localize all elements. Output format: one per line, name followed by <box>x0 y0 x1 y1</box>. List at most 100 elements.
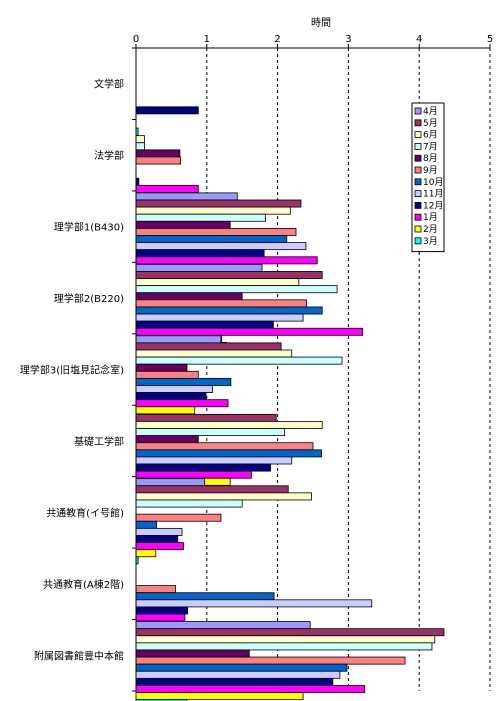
category-label: 附属図書館豊中本館 <box>34 649 124 662</box>
bar <box>135 256 318 265</box>
bar <box>135 485 289 494</box>
legend-swatch <box>414 107 422 115</box>
legend-swatch <box>414 225 422 233</box>
bar <box>135 335 222 344</box>
bar <box>135 149 181 158</box>
x-tick-label: 4 <box>416 34 422 45</box>
legend-label: 6月 <box>423 130 438 141</box>
legend-swatch <box>414 142 422 150</box>
legend-swatch <box>414 237 422 245</box>
bar <box>135 213 266 222</box>
bar <box>135 670 341 679</box>
legend-label: 2月 <box>423 224 438 235</box>
bar <box>135 428 286 437</box>
bar <box>135 263 263 272</box>
category-label: 基礎工学部 <box>74 435 124 448</box>
legend-swatch <box>414 213 422 221</box>
bar <box>135 535 179 543</box>
legend-label: 3月 <box>423 236 438 247</box>
bar <box>135 520 157 529</box>
bar <box>135 227 297 236</box>
legend-swatch <box>414 201 422 209</box>
legend-swatch <box>414 154 422 162</box>
category-label: 共通教育(A棟2階) <box>43 578 124 591</box>
x-tick-label: 3 <box>345 34 351 45</box>
bar <box>135 320 274 329</box>
bar <box>135 692 304 701</box>
bar <box>135 299 308 308</box>
x-tick-label: 5 <box>487 34 493 45</box>
bar <box>135 285 338 294</box>
legend-label: 12月 <box>423 200 443 211</box>
legend-swatch <box>414 166 422 174</box>
category-label: 共通教育(イ号館) <box>46 506 124 519</box>
bar <box>135 135 145 144</box>
legend-swatch <box>414 190 422 198</box>
bar <box>135 592 275 601</box>
bar <box>135 363 188 372</box>
bar <box>135 342 282 351</box>
bar <box>135 463 271 472</box>
bar <box>135 278 300 287</box>
bar <box>135 677 334 686</box>
legend-swatch <box>414 178 422 186</box>
bar <box>135 585 177 594</box>
bar <box>135 699 188 701</box>
bar <box>135 442 314 451</box>
bar <box>135 513 222 522</box>
bar <box>135 349 293 358</box>
bar <box>135 599 373 608</box>
bar <box>135 199 302 208</box>
legend-label: 1月 <box>423 212 438 223</box>
x-tick-labels: 0 1 2 3 4 5 <box>133 34 493 45</box>
bar <box>135 635 436 644</box>
bar <box>135 406 196 415</box>
chart-axis <box>132 44 491 692</box>
bar <box>135 192 238 201</box>
bar <box>135 327 363 336</box>
bar <box>135 663 348 672</box>
bar <box>135 184 199 193</box>
bar <box>135 235 288 243</box>
bar <box>135 292 243 301</box>
x-tick-label: 2 <box>274 34 280 45</box>
bar <box>135 527 183 536</box>
category-label: 理学部3(旧塩見記念室) <box>20 364 124 377</box>
axis-title: 時間 <box>311 17 331 29</box>
legend-label: 4月 <box>423 106 438 117</box>
bar <box>135 649 250 658</box>
bar <box>135 449 322 458</box>
legend-label: 9月 <box>423 165 438 176</box>
bar <box>135 542 184 551</box>
legend-label: 10月 <box>423 177 443 188</box>
legend-label: 7月 <box>423 141 438 152</box>
bar <box>135 206 291 215</box>
chart-bars <box>135 106 445 701</box>
category-label: 文学部 <box>94 78 124 91</box>
x-tick-label: 0 <box>133 34 139 45</box>
bar <box>135 421 323 429</box>
category-label: 法学部 <box>94 149 124 162</box>
bar <box>135 621 311 630</box>
bar <box>135 456 293 465</box>
legend-swatch <box>414 119 422 127</box>
bar <box>135 370 199 379</box>
bar <box>135 249 265 258</box>
bar <box>135 492 312 501</box>
category-label: 理学部1(B430) <box>54 221 124 234</box>
legend-label: 5月 <box>423 118 438 129</box>
chart-grid <box>206 48 491 691</box>
bar <box>135 242 307 251</box>
bar <box>135 399 229 408</box>
bar <box>135 156 182 165</box>
legend-swatch <box>414 131 422 139</box>
bar <box>135 628 445 637</box>
bar <box>135 435 199 444</box>
bar <box>135 392 207 401</box>
legend-label: 8月 <box>423 153 438 164</box>
bar <box>135 356 343 365</box>
x-tick-label: 1 <box>204 34 210 45</box>
bar <box>135 306 323 315</box>
